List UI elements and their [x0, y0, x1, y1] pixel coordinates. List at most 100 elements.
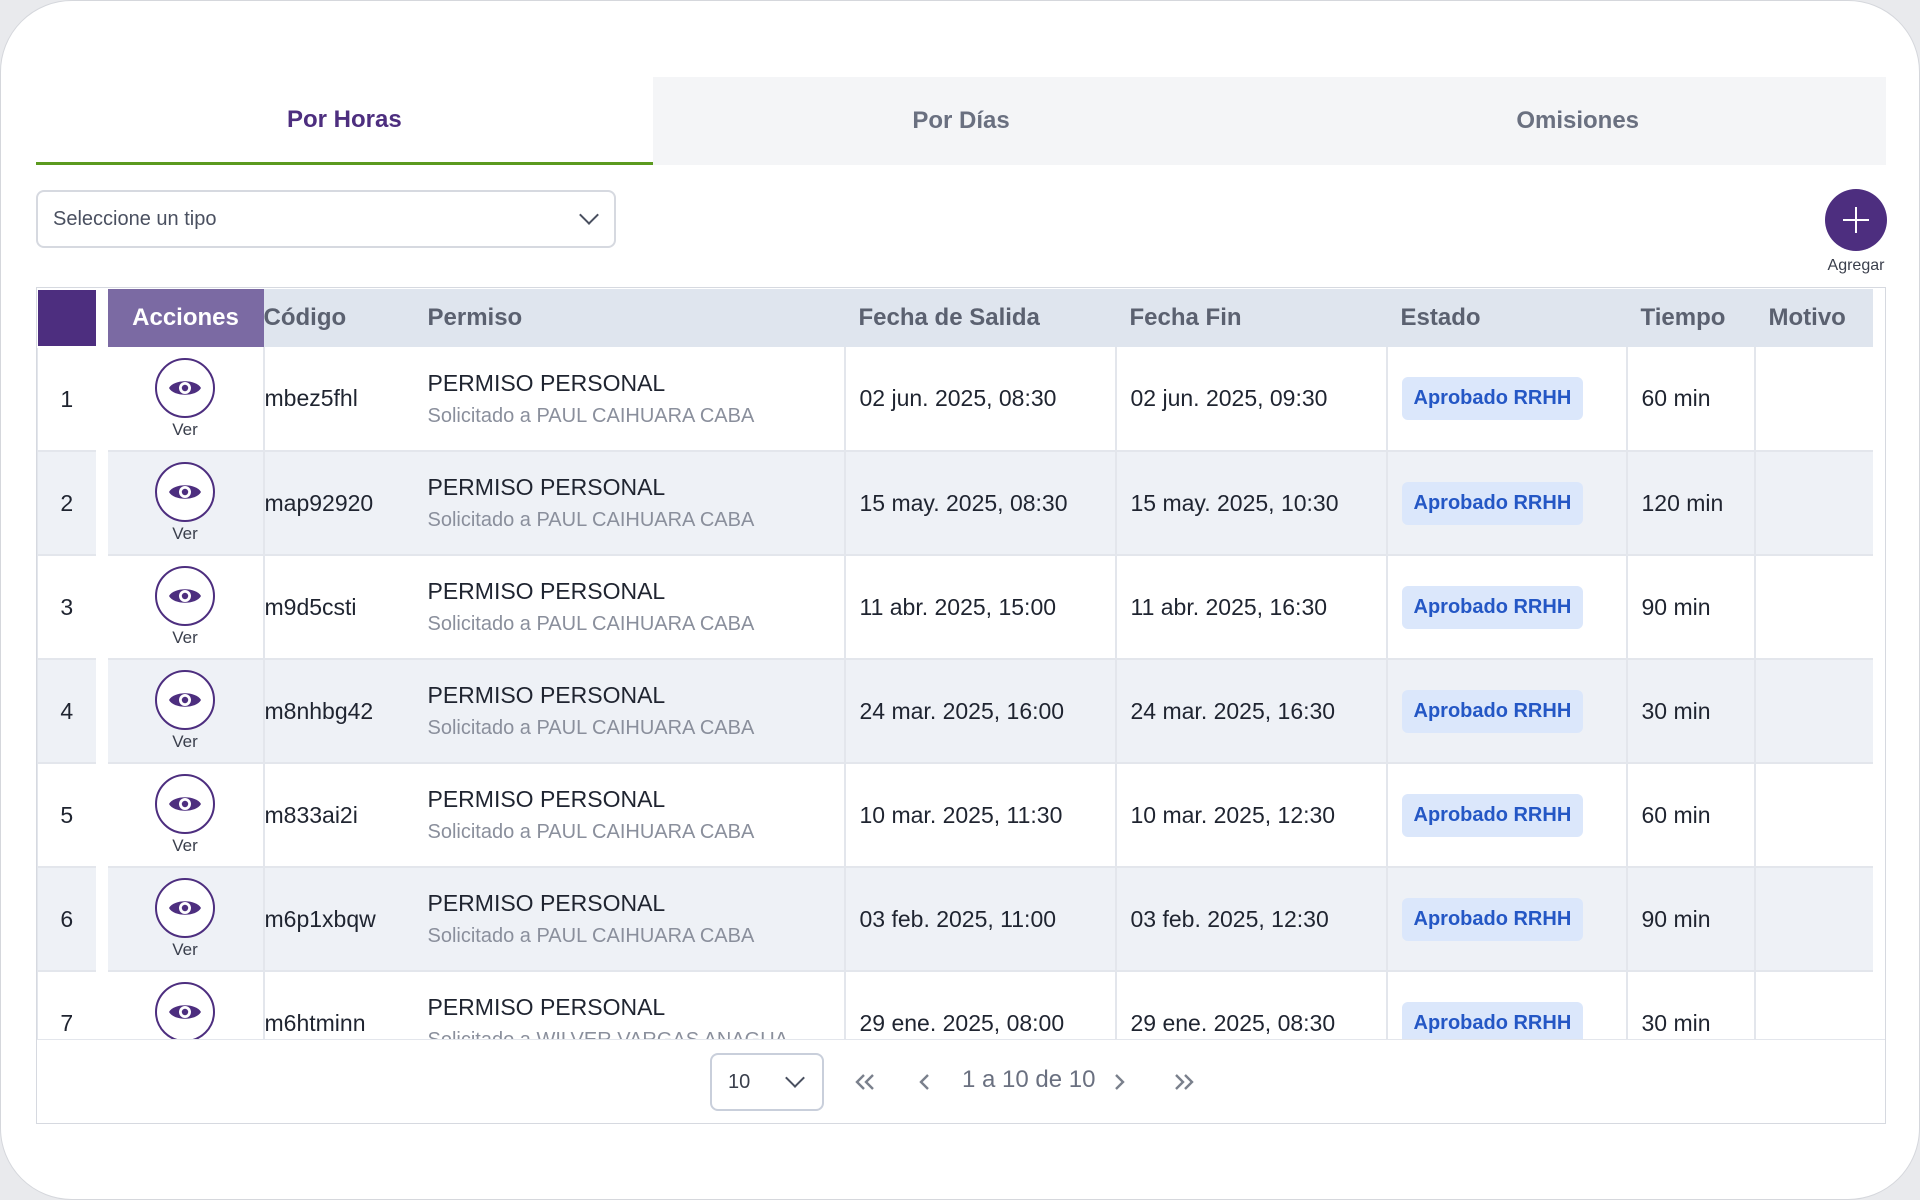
next-page-button[interactable]: [1107, 1066, 1131, 1098]
header-index: [37, 288, 103, 348]
cell-estado: Aprobado RRHH: [1386, 347, 1628, 452]
chevron-down-icon: [785, 1068, 805, 1088]
cell-fecha-fin: 24 mar. 2025, 16:30: [1115, 659, 1388, 764]
cell-permiso: PERMISO PERSONAL Solicitado a PAUL CAIHUA…: [413, 763, 846, 868]
row-actions: Ver: [95, 867, 265, 972]
permiso-solicitado: Solicitado a PAUL CAIHUARA CABA: [427, 821, 755, 843]
cell-motivo: [1754, 451, 1873, 556]
page-size-value: 10: [728, 1070, 751, 1093]
cell-fecha-fin: 29 ene. 2025, 08:30: [1115, 971, 1388, 1039]
cell-permiso: PERMISO PERSONAL Solicitado a WILVER VARG…: [413, 971, 846, 1039]
view-button[interactable]: [155, 982, 215, 1039]
view-button[interactable]: [155, 357, 215, 418]
permissions-table: Acciones Código Permiso Fecha de Salida …: [37, 288, 1873, 1039]
status-badge: Aprobado RRHH: [1401, 897, 1584, 941]
view-label: Ver: [172, 732, 198, 751]
cell-fecha-salida: 10 mar. 2025, 11:30: [844, 763, 1117, 868]
cell-estado: Aprobado RRHH: [1386, 971, 1628, 1039]
permiso-title: PERMISO PERSONAL: [427, 786, 666, 812]
view-button[interactable]: [155, 462, 215, 522]
add-button-label: Agregar: [1827, 257, 1885, 274]
permiso-title: PERMISO PERSONAL: [427, 369, 666, 396]
page-size-select[interactable]: 10: [710, 1053, 824, 1111]
status-badge: Aprobado RRHH: [1401, 793, 1584, 837]
eye-icon: [169, 1005, 201, 1019]
tab-bar: Por Horas Por Días Omisiones: [36, 77, 1887, 165]
cell-tiempo: 90 min: [1626, 555, 1756, 660]
cell-fecha-salida: 29 ene. 2025, 08:00: [844, 971, 1117, 1039]
status-badge: Aprobado RRHH: [1401, 1001, 1584, 1039]
type-select[interactable]: Seleccione un tipo: [36, 190, 616, 248]
row-actions: Ver: [95, 659, 265, 764]
tab-omisiones[interactable]: Omisiones: [1269, 77, 1887, 165]
view-label: Ver: [172, 940, 198, 959]
view-button[interactable]: [155, 670, 215, 730]
cell-tiempo: 120 min: [1626, 451, 1756, 556]
row-index: 3: [37, 555, 103, 660]
add-wrapper: Agregar: [1815, 189, 1897, 275]
header-tiempo[interactable]: Tiempo: [1626, 289, 1755, 347]
header-estado[interactable]: Estado: [1386, 289, 1627, 347]
view-button[interactable]: [155, 566, 215, 626]
cell-codigo: map92920: [263, 451, 414, 556]
row-index: 6: [37, 867, 103, 972]
cell-permiso: PERMISO PERSONAL Solicitado a PAUL CAIHUA…: [413, 555, 846, 660]
tab-por-horas[interactable]: Por Horas: [36, 77, 653, 165]
cell-fecha-salida: 11 abr. 2025, 15:00: [844, 555, 1117, 660]
table-row[interactable]: 6 Ver m6p1xbqw PERMISO PERSONAL Solicitado a…: [37, 867, 1873, 972]
header-fecha-salida[interactable]: Fecha de Salida: [844, 289, 1116, 347]
header-codigo[interactable]: Código: [263, 289, 414, 347]
row-index: 1: [37, 347, 103, 452]
prev-page-button[interactable]: [913, 1066, 937, 1098]
cell-fecha-salida: 02 jun. 2025, 08:30: [844, 347, 1117, 452]
header-fecha-fin[interactable]: Fecha Fin: [1115, 289, 1387, 347]
add-button[interactable]: [1825, 189, 1887, 251]
table-card: Acciones Código Permiso Fecha de Salida …: [36, 287, 1886, 1124]
view-label: Ver: [172, 836, 198, 855]
table-header-row: Acciones Código Permiso Fecha de Salida …: [37, 288, 1873, 348]
table-row[interactable]: 2 Ver map92920 PERMISO PERSONAL Solicitado a…: [37, 451, 1873, 556]
permiso-solicitado: Solicitado a PAUL CAIHUARA CABA: [427, 613, 755, 635]
page-range-text: 1 a 10 de 10: [962, 1066, 1096, 1093]
cell-fecha-salida: 03 feb. 2025, 11:00: [844, 867, 1117, 972]
cell-fecha-fin: 15 may. 2025, 10:30: [1115, 451, 1388, 556]
header-motivo[interactable]: Motivo: [1754, 289, 1873, 347]
cell-codigo: mbez5fhl: [263, 347, 414, 452]
tab-por-dias[interactable]: Por Días: [652, 77, 1270, 165]
view-button[interactable]: [155, 878, 215, 938]
cell-estado: Aprobado RRHH: [1386, 555, 1628, 660]
cell-motivo: [1754, 555, 1873, 660]
row-index: 4: [37, 659, 103, 764]
cell-fecha-fin: 10 mar. 2025, 12:30: [1115, 763, 1388, 868]
table-row[interactable]: 1 Ver mbez5fhl PERMISO PERSONAL Solicitado a…: [37, 347, 1873, 452]
table-scroll-area[interactable]: Acciones Código Permiso Fecha de Salida …: [37, 288, 1873, 1039]
permiso-title: PERMISO PERSONAL: [427, 474, 666, 500]
eye-icon: [169, 589, 201, 603]
cell-permiso: PERMISO PERSONAL Solicitado a PAUL CAIHUA…: [413, 659, 846, 764]
cell-fecha-fin: 02 jun. 2025, 09:30: [1115, 347, 1388, 452]
eye-icon: [169, 693, 201, 707]
pagination-bar: 10 1 a 10 de 10: [37, 1039, 1885, 1123]
permiso-title: PERMISO PERSONAL: [427, 682, 666, 708]
eye-icon: [169, 485, 201, 499]
last-page-button[interactable]: [1167, 1066, 1201, 1098]
table-row[interactable]: 3 Ver m9d5csti PERMISO PERSONAL Solicitado a…: [37, 555, 1873, 660]
cell-tiempo: 30 min: [1626, 659, 1756, 764]
table-row[interactable]: 5 Ver m833ai2i PERMISO PERSONAL Solicitado a…: [37, 763, 1873, 868]
cell-permiso: PERMISO PERSONAL Solicitado a PAUL CAIHUA…: [413, 451, 846, 556]
view-button[interactable]: [155, 774, 215, 834]
cell-permiso: PERMISO PERSONAL Solicitado a PAUL CAIHUA…: [413, 867, 846, 972]
status-badge: Aprobado RRHH: [1401, 377, 1584, 420]
header-permiso[interactable]: Permiso: [413, 289, 845, 347]
last-page-icon: [1175, 1074, 1194, 1090]
type-select-placeholder: Seleccione un tipo: [53, 207, 217, 230]
first-page-button[interactable]: [848, 1066, 882, 1098]
cell-motivo: [1754, 763, 1873, 868]
cell-tiempo: 60 min: [1626, 347, 1756, 452]
table-row[interactable]: 4 Ver m8nhbg42 PERMISO PERSONAL Solicitado a…: [37, 659, 1873, 764]
table-row[interactable]: 7Verm6htminn PERMISO PERSONAL Solicitado a…: [37, 971, 1873, 1039]
row-actions: Ver: [95, 971, 265, 1039]
next-page-icon: [1115, 1074, 1125, 1090]
row-actions: Ver: [95, 555, 265, 660]
cell-estado: Aprobado RRHH: [1386, 659, 1628, 764]
